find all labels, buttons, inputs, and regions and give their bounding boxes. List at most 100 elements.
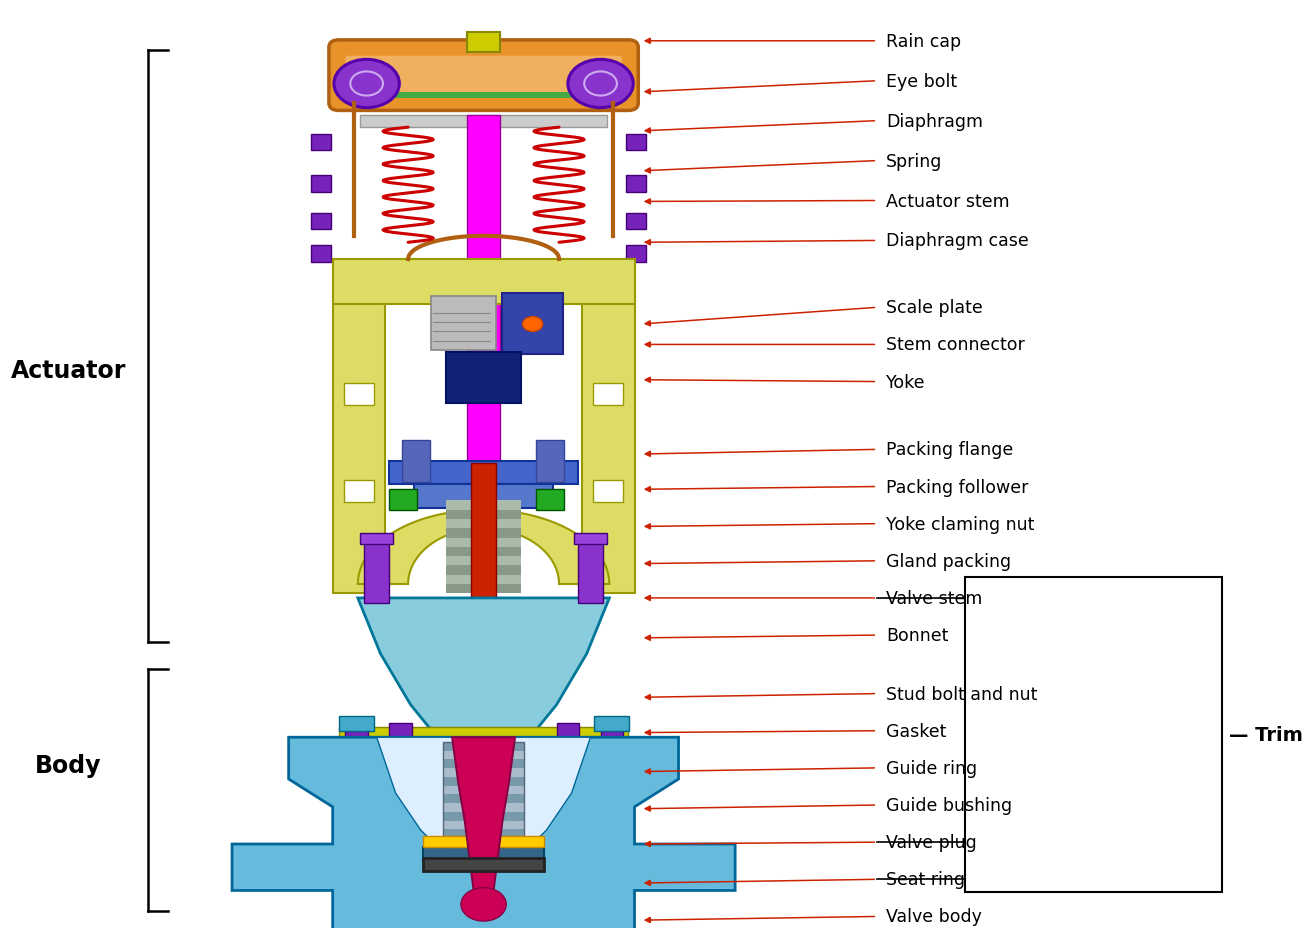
Bar <box>446 538 522 548</box>
Text: Actuator stem: Actuator stem <box>886 192 1009 211</box>
Bar <box>536 441 564 483</box>
Polygon shape <box>358 599 610 733</box>
Bar <box>965 577 1222 893</box>
FancyBboxPatch shape <box>345 57 621 97</box>
Bar <box>446 566 522 575</box>
Bar <box>443 751 524 759</box>
Bar <box>536 490 564 510</box>
Bar <box>364 543 389 603</box>
Bar <box>600 724 623 775</box>
Bar <box>593 383 623 406</box>
Circle shape <box>568 60 633 109</box>
Bar <box>557 724 579 775</box>
Text: Scale plate: Scale plate <box>886 299 983 317</box>
Text: Yoke: Yoke <box>886 373 926 392</box>
Bar <box>625 213 646 230</box>
Bar <box>340 716 374 731</box>
Circle shape <box>523 317 543 332</box>
Bar <box>443 759 524 768</box>
Bar <box>431 297 496 351</box>
Bar <box>389 724 412 775</box>
Bar <box>389 490 417 510</box>
Bar <box>389 461 578 484</box>
Bar <box>345 724 368 775</box>
Bar <box>467 32 499 53</box>
Bar <box>443 794 524 804</box>
Text: Gland packing: Gland packing <box>886 552 1011 570</box>
Bar <box>443 742 524 847</box>
Circle shape <box>334 60 400 109</box>
Bar <box>502 294 562 354</box>
Text: Packing follower: Packing follower <box>886 478 1028 496</box>
Text: Body: Body <box>35 754 102 778</box>
Bar <box>333 260 385 594</box>
Text: Spring: Spring <box>886 152 943 171</box>
Text: Guide bushing: Guide bushing <box>886 796 1012 814</box>
Bar <box>446 575 522 585</box>
Bar <box>443 768 524 777</box>
Bar <box>333 260 635 304</box>
Text: Diaphragm case: Diaphragm case <box>886 232 1029 251</box>
Bar <box>443 742 524 751</box>
Polygon shape <box>232 738 735 928</box>
Bar <box>423 858 544 871</box>
Bar <box>340 728 628 741</box>
Bar <box>343 481 374 503</box>
Bar <box>443 838 524 847</box>
Bar <box>446 529 522 538</box>
Bar <box>361 534 393 545</box>
FancyBboxPatch shape <box>329 41 638 111</box>
Text: Gasket: Gasket <box>886 722 947 740</box>
Bar <box>311 176 332 193</box>
Text: Stud bolt and nut: Stud bolt and nut <box>886 685 1037 702</box>
Bar <box>443 804 524 812</box>
Polygon shape <box>452 738 515 897</box>
Bar <box>443 812 524 820</box>
Bar <box>443 777 524 786</box>
Bar <box>446 501 522 510</box>
Bar <box>361 116 607 128</box>
Text: Guide ring: Guide ring <box>886 759 977 777</box>
Bar <box>402 441 430 483</box>
Bar <box>340 93 628 99</box>
Bar <box>446 353 522 404</box>
Circle shape <box>461 888 506 922</box>
Bar <box>443 830 524 838</box>
Bar <box>578 543 603 603</box>
Polygon shape <box>358 510 610 585</box>
Bar <box>443 820 524 830</box>
Bar <box>311 213 332 230</box>
Bar <box>311 246 332 263</box>
Text: Yoke claming nut: Yoke claming nut <box>886 515 1034 533</box>
Bar <box>311 135 332 151</box>
Bar <box>471 464 496 761</box>
Bar <box>446 520 522 529</box>
Text: Actuator: Actuator <box>10 359 126 383</box>
Bar <box>593 481 623 503</box>
Bar <box>343 383 374 406</box>
Bar <box>625 135 646 151</box>
Text: Rain cap: Rain cap <box>886 32 961 51</box>
Bar <box>443 786 524 794</box>
Text: Seat ring: Seat ring <box>886 870 965 888</box>
Text: Valve stem: Valve stem <box>886 589 982 607</box>
Bar <box>446 557 522 566</box>
Bar <box>423 836 544 847</box>
Text: — Trim: — Trim <box>1230 725 1303 744</box>
Text: Packing flange: Packing flange <box>886 441 1013 458</box>
Bar <box>446 510 522 520</box>
Bar <box>582 260 635 594</box>
Text: Valve plug: Valve plug <box>886 833 977 851</box>
Text: Diaphragm: Diaphragm <box>886 112 983 131</box>
Bar <box>423 847 544 860</box>
Bar <box>446 585 522 594</box>
Polygon shape <box>376 738 590 849</box>
Bar <box>625 176 646 193</box>
Text: Stem connector: Stem connector <box>886 336 1025 354</box>
Bar <box>594 716 629 731</box>
Text: Bonnet: Bonnet <box>886 626 948 644</box>
Bar <box>625 246 646 263</box>
Bar <box>574 534 607 545</box>
Bar <box>467 116 499 473</box>
Text: Valve body: Valve body <box>886 908 982 925</box>
